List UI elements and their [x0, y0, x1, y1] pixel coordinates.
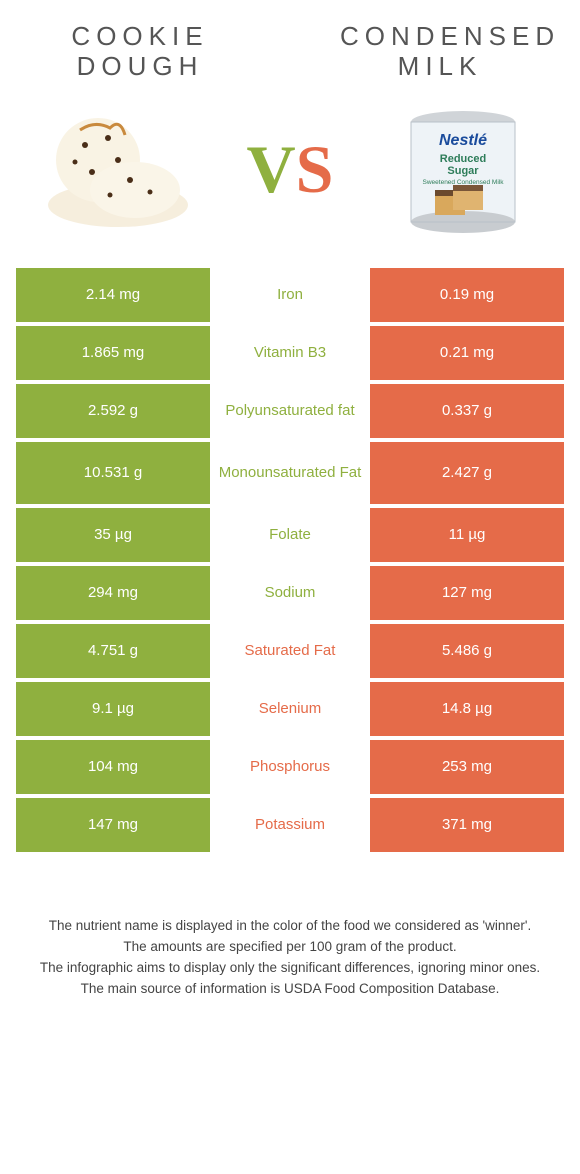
can-icon: Nestlé Reduced Sugar Sweetened Condensed… — [375, 100, 550, 240]
table-row: 147 mgPotassium371 mg — [16, 798, 564, 852]
right-food-title: CONDENSED MILK — [340, 22, 540, 82]
cookie-dough-image — [30, 100, 205, 240]
right-value: 5.486 g — [370, 624, 564, 678]
footer-line-4: The main source of information is USDA F… — [14, 979, 566, 1000]
nutrient-label: Iron — [210, 268, 370, 322]
table-row: 1.865 mgVitamin B30.21 mg — [16, 326, 564, 380]
svg-text:Reduced: Reduced — [440, 153, 486, 165]
nutrient-label: Phosphorus — [210, 740, 370, 794]
left-value: 147 mg — [16, 798, 210, 852]
footer-line-2: The amounts are specified per 100 gram o… — [14, 937, 566, 958]
left-food-title: COOKIE DOUGH — [40, 22, 240, 82]
nutrient-label: Polyunsaturated fat — [210, 384, 370, 438]
vs-v: V — [247, 131, 296, 207]
left-value: 2.14 mg — [16, 268, 210, 322]
svg-text:Nestlé: Nestlé — [439, 132, 487, 149]
left-value: 2.592 g — [16, 384, 210, 438]
table-row: 294 mgSodium127 mg — [16, 566, 564, 620]
infographic-container: COOKIE DOUGH CONDENSED MILK VS — [0, 0, 580, 1029]
right-value: 253 mg — [370, 740, 564, 794]
nutrient-label: Potassium — [210, 798, 370, 852]
vs-label: VS — [247, 130, 334, 209]
table-row: 2.14 mgIron0.19 mg — [16, 268, 564, 322]
table-row: 4.751 gSaturated Fat5.486 g — [16, 624, 564, 678]
left-value: 35 µg — [16, 508, 210, 562]
table-row: 35 µgFolate11 µg — [16, 508, 564, 562]
footer-line-1: The nutrient name is displayed in the co… — [14, 916, 566, 937]
nutrient-label: Monounsaturated Fat — [210, 442, 370, 504]
left-value: 4.751 g — [16, 624, 210, 678]
right-value: 14.8 µg — [370, 682, 564, 736]
right-value: 2.427 g — [370, 442, 564, 504]
footer-line-3: The infographic aims to display only the… — [14, 958, 566, 979]
footer-notes: The nutrient name is displayed in the co… — [0, 856, 580, 1030]
table-row: 2.592 gPolyunsaturated fat0.337 g — [16, 384, 564, 438]
svg-text:Sweetened Condensed Milk: Sweetened Condensed Milk — [423, 179, 505, 186]
right-value: 0.337 g — [370, 384, 564, 438]
nutrient-label: Selenium — [210, 682, 370, 736]
right-value: 0.19 mg — [370, 268, 564, 322]
table-row: 10.531 gMonounsaturated Fat2.427 g — [16, 442, 564, 504]
nutrient-label: Vitamin B3 — [210, 326, 370, 380]
left-value: 9.1 µg — [16, 682, 210, 736]
table-row: 9.1 µgSelenium14.8 µg — [16, 682, 564, 736]
right-value: 371 mg — [370, 798, 564, 852]
left-value: 104 mg — [16, 740, 210, 794]
svg-text:Sugar: Sugar — [447, 165, 479, 177]
ice-cream-icon — [30, 100, 205, 240]
table-row: 104 mgPhosphorus253 mg — [16, 740, 564, 794]
left-value: 1.865 mg — [16, 326, 210, 380]
header: COOKIE DOUGH CONDENSED MILK — [0, 0, 580, 100]
left-value: 10.531 g — [16, 442, 210, 504]
nutrient-label: Folate — [210, 508, 370, 562]
condensed-milk-image: Nestlé Reduced Sugar Sweetened Condensed… — [375, 100, 550, 240]
nutrient-label: Sodium — [210, 566, 370, 620]
right-value: 127 mg — [370, 566, 564, 620]
left-value: 294 mg — [16, 566, 210, 620]
vs-s: S — [296, 131, 334, 207]
right-value: 0.21 mg — [370, 326, 564, 380]
nutrient-table: 2.14 mgIron0.19 mg1.865 mgVitamin B30.21… — [16, 268, 564, 852]
image-row: VS Nestlé Reduced Sugar Sweetened Conden… — [0, 100, 580, 258]
right-value: 11 µg — [370, 508, 564, 562]
nutrient-label: Saturated Fat — [210, 624, 370, 678]
